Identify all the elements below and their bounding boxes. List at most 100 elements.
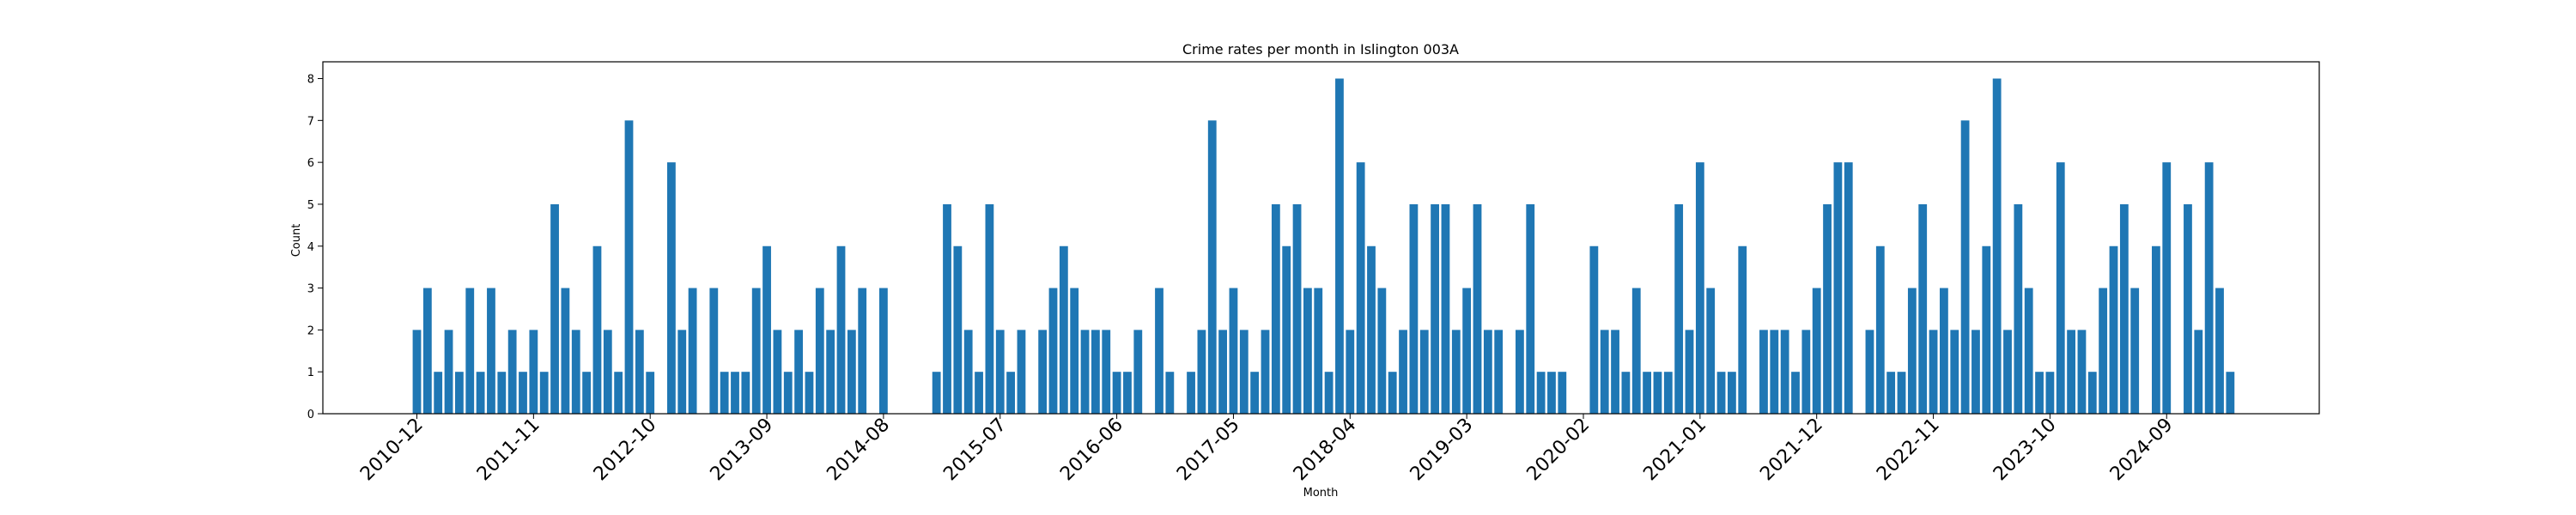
x-tick-label: 2023-10 [1990, 415, 2061, 486]
bar [1663, 372, 1673, 414]
bar [635, 330, 644, 414]
x-tick-label: 2013-09 [707, 415, 778, 486]
bar [1419, 330, 1429, 414]
bar [709, 288, 719, 414]
bar [1865, 330, 1874, 414]
y-axis-ticks: 0 1 2 3 4 5 6 7 8 [307, 74, 323, 421]
x-tick-label: 2014-08 [823, 415, 894, 486]
bar [434, 372, 443, 414]
bar [995, 330, 1005, 414]
bar [1728, 372, 1736, 414]
bar [1207, 120, 1217, 414]
x-tick-label: 2022-11 [1873, 415, 1944, 486]
bar [1409, 203, 1419, 414]
bar [1960, 120, 1970, 414]
bar [1165, 372, 1175, 414]
bar [1547, 372, 1556, 414]
bar [1250, 372, 1260, 414]
bar [2119, 203, 2129, 414]
bar [1006, 372, 1015, 414]
bar [1738, 245, 1747, 414]
x-tick-label: 2021-01 [1639, 415, 1710, 486]
bar [1133, 330, 1143, 414]
x-tick-label: 2010-12 [356, 415, 428, 486]
bar [677, 330, 687, 414]
bar [1441, 203, 1450, 414]
bar [1516, 330, 1524, 414]
bar [836, 245, 846, 414]
y-tick-label: 3 [307, 283, 314, 296]
bar [2130, 288, 2140, 414]
bar [1674, 203, 1684, 414]
bar [1844, 162, 1853, 414]
bar [1897, 372, 1906, 414]
x-tick-label: 2012-10 [590, 415, 661, 486]
bar [1950, 330, 1959, 414]
bar [519, 372, 527, 414]
bar [1706, 288, 1716, 414]
bar [1112, 372, 1121, 414]
bar [646, 372, 655, 414]
bar [1155, 288, 1163, 414]
bar [1918, 203, 1928, 414]
x-tick-label: 2020-02 [1523, 415, 1595, 486]
bar [1812, 288, 1821, 414]
x-axis-ticks: 2010-12 2011-11 2012-10 2013-09 2014-08 2015-… [356, 414, 2177, 485]
bar [1091, 330, 1100, 414]
bar [1335, 78, 1344, 415]
x-tick-label: 2019-03 [1406, 415, 1478, 486]
bar [1558, 372, 1567, 414]
bar [1695, 162, 1704, 414]
bar [1929, 330, 1938, 414]
bar [1494, 330, 1504, 414]
bar [1123, 372, 1132, 414]
bar [783, 372, 793, 414]
bar [1282, 245, 1291, 414]
y-tick-label: 2 [307, 324, 314, 337]
bar [539, 372, 549, 414]
bar [497, 372, 507, 414]
bar [444, 330, 453, 414]
y-axis-label: Count [290, 224, 303, 258]
bar [1716, 372, 1726, 414]
bar [1589, 245, 1599, 414]
bar [2045, 372, 2055, 414]
bar [1080, 330, 1090, 414]
bar [1631, 288, 1641, 414]
bar [1462, 288, 1472, 414]
x-tick-label: 2016-06 [1056, 415, 1127, 486]
bar [2035, 372, 2044, 414]
bar [2099, 288, 2108, 414]
bar [2024, 288, 2033, 414]
bar [624, 120, 634, 414]
bar [932, 372, 941, 414]
bar [1059, 245, 1068, 414]
bar [1303, 288, 1312, 414]
bar [1070, 288, 1079, 414]
y-tick-label: 7 [307, 115, 314, 128]
bar [1770, 330, 1779, 414]
bar [1197, 330, 1206, 414]
bar [455, 372, 464, 414]
bar [422, 288, 432, 414]
bar [943, 203, 951, 414]
bar [1229, 288, 1238, 414]
bar [1102, 330, 1111, 414]
bar [826, 330, 835, 414]
bar [975, 372, 983, 414]
bar [1780, 330, 1789, 414]
bar [550, 203, 559, 414]
bar [2014, 203, 2023, 414]
bar [582, 372, 591, 414]
bar [1048, 288, 1058, 414]
bar [1940, 288, 1948, 414]
bar [1643, 372, 1651, 414]
bar [1292, 203, 1302, 414]
bar [667, 162, 676, 414]
x-tick-label: 2021-12 [1756, 415, 1827, 486]
bar [2184, 203, 2192, 414]
bar [794, 330, 803, 414]
bar [1600, 330, 1609, 414]
x-tick-label: 2017-05 [1173, 415, 1244, 486]
